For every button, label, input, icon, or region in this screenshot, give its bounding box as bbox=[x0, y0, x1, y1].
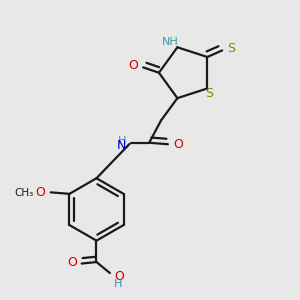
Text: CH₃: CH₃ bbox=[15, 188, 34, 198]
Text: H: H bbox=[118, 136, 126, 146]
Text: O: O bbox=[114, 270, 124, 284]
Text: S: S bbox=[205, 87, 213, 100]
Text: H: H bbox=[114, 279, 123, 289]
Text: S: S bbox=[226, 42, 235, 55]
Text: O: O bbox=[173, 138, 183, 151]
Text: N: N bbox=[117, 139, 126, 152]
Text: O: O bbox=[35, 186, 45, 199]
Text: O: O bbox=[67, 256, 77, 269]
Text: O: O bbox=[128, 59, 138, 72]
Text: NH: NH bbox=[162, 37, 178, 47]
